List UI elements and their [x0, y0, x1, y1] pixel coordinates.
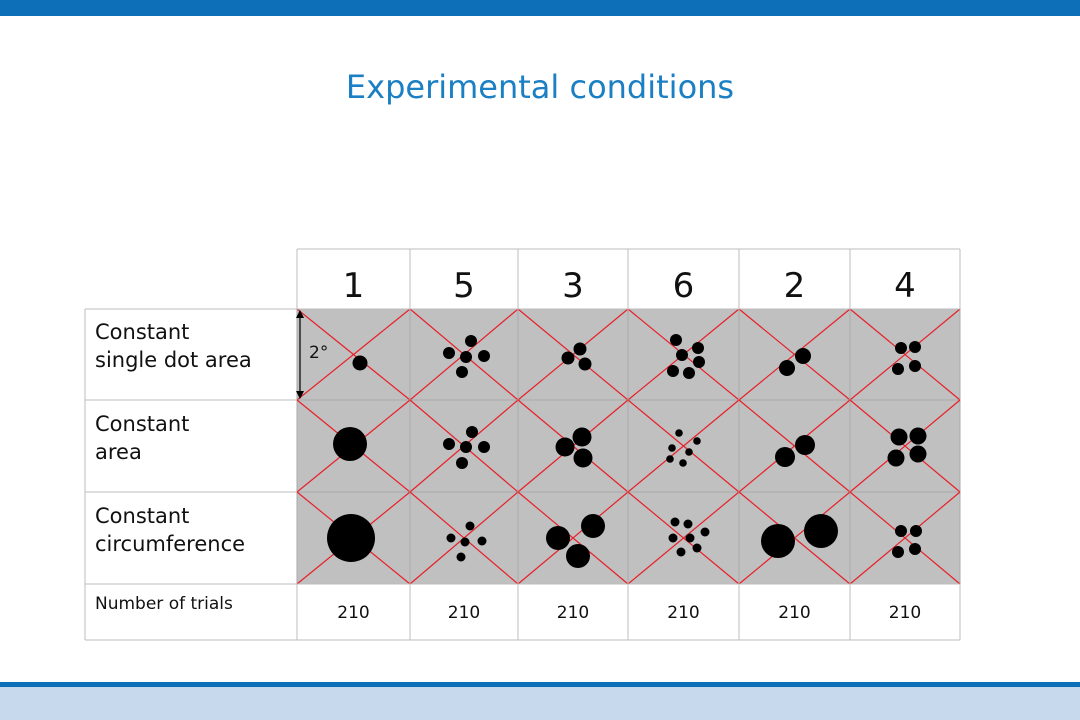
- cross-line: [849, 399, 961, 493]
- page-title: Experimental conditions: [345, 68, 735, 106]
- stimulus-dot: [685, 533, 695, 543]
- row-label-circumference: Constant circumference: [95, 504, 246, 556]
- angle-label: 2°: [309, 343, 328, 363]
- stimulus-dot: [572, 427, 592, 447]
- stimulus-dot: [478, 441, 490, 453]
- stimulus-dot: [670, 334, 682, 346]
- stimulus-dot: [675, 429, 683, 437]
- stimulus-dot: [460, 537, 470, 547]
- stimulus-dot: [460, 441, 472, 453]
- column-header-5: 5: [453, 266, 475, 306]
- stimulus-dot: [668, 533, 678, 543]
- stimulus-dot: [775, 447, 795, 467]
- stimulus-dot: [456, 457, 468, 469]
- top-accent-bar: [0, 0, 1080, 16]
- stimulus-dot: [676, 349, 688, 361]
- arrow-head-up-icon: [296, 310, 304, 318]
- stimulus-dot: [795, 435, 815, 455]
- stimulus-dot: [693, 437, 701, 445]
- cross-line: [849, 308, 961, 401]
- stimulus-dot: [693, 356, 705, 368]
- column-header-1: 1: [343, 266, 365, 306]
- stimulus-dot: [676, 547, 686, 557]
- stimulus-dot: [910, 525, 922, 537]
- stimulus-dot: [679, 459, 687, 467]
- stimulus-dot: [909, 427, 927, 445]
- stimulus-dot: [573, 448, 593, 468]
- stimulus-dot: [909, 445, 927, 463]
- stimulus-dot: [333, 427, 367, 461]
- stimulus-dot: [692, 543, 702, 553]
- stimulus-dot: [456, 552, 466, 562]
- stimulus-dot: [466, 426, 478, 438]
- stimulus-dot: [666, 455, 674, 463]
- stimulus-dot: [573, 342, 587, 356]
- stimulus-dot: [465, 521, 475, 531]
- stimulus-dot: [566, 544, 590, 568]
- cross-line: [517, 491, 629, 585]
- stimulus-dot: [895, 525, 907, 537]
- stimulus-dot: [456, 366, 468, 378]
- stimulus-dot: [895, 342, 907, 354]
- stimulus-dot: [779, 360, 795, 376]
- stimulus-dot: [460, 351, 472, 363]
- stimulus-dot: [909, 360, 921, 372]
- stimulus-dot: [804, 514, 838, 548]
- column-header-3: 3: [562, 266, 584, 306]
- stimulus-dot: [685, 448, 693, 456]
- stimulus-dot: [892, 363, 904, 375]
- trial-count: 210: [448, 603, 480, 623]
- stimulus-dot: [683, 367, 695, 379]
- bottom-accent-line: [0, 682, 1080, 687]
- stimulus-dot: [578, 357, 592, 371]
- bottom-band: [0, 687, 1080, 720]
- stimulus-dot: [668, 444, 676, 452]
- stimulus-dot: [465, 335, 477, 347]
- cross-line: [296, 308, 411, 401]
- cross-line: [627, 491, 740, 585]
- stimulus-dot: [546, 526, 570, 550]
- stimulus-dot: [555, 437, 575, 457]
- stimulus-dot: [890, 428, 908, 446]
- stimulus-dot: [352, 355, 368, 371]
- stimulus-dot: [909, 543, 921, 555]
- trials-label: Number of trials: [95, 594, 233, 614]
- stimulus-dot: [581, 514, 605, 538]
- stimulus-dot: [761, 524, 795, 558]
- stimulus-dot: [700, 527, 710, 537]
- trial-count: 210: [778, 603, 810, 623]
- stimulus-dot: [443, 347, 455, 359]
- stimulus-dot: [446, 533, 456, 543]
- cross-line: [738, 308, 851, 401]
- stimulus-dot: [477, 536, 487, 546]
- stimulus-dot: [327, 514, 375, 562]
- stimulus-dot: [909, 341, 921, 353]
- stimulus-dot: [667, 365, 679, 377]
- cross-line: [849, 491, 961, 585]
- stimulus-dot: [478, 350, 490, 362]
- stimulus-dot: [683, 519, 693, 529]
- trial-count: 210: [889, 603, 921, 623]
- stimulus-dot: [795, 348, 811, 364]
- trial-count: 210: [557, 603, 589, 623]
- stimulus-dot: [561, 351, 575, 365]
- column-header-6: 6: [673, 266, 695, 306]
- column-header-2: 2: [784, 266, 806, 306]
- trial-count: 210: [337, 603, 369, 623]
- stimulus-dot: [887, 449, 905, 467]
- cross-line: [627, 399, 740, 493]
- column-header-4: 4: [894, 266, 916, 306]
- trial-count: 210: [667, 603, 699, 623]
- cross-line: [738, 399, 851, 493]
- row-label-single-dot-area: Constant single dot area: [95, 320, 252, 372]
- stimulus-dot: [692, 342, 704, 354]
- stimulus-dot: [892, 546, 904, 558]
- row-label-area: Constant area: [95, 412, 190, 464]
- stimulus-dot: [670, 517, 680, 527]
- arrow-head-down-icon: [296, 391, 304, 399]
- stimulus-dot: [443, 438, 455, 450]
